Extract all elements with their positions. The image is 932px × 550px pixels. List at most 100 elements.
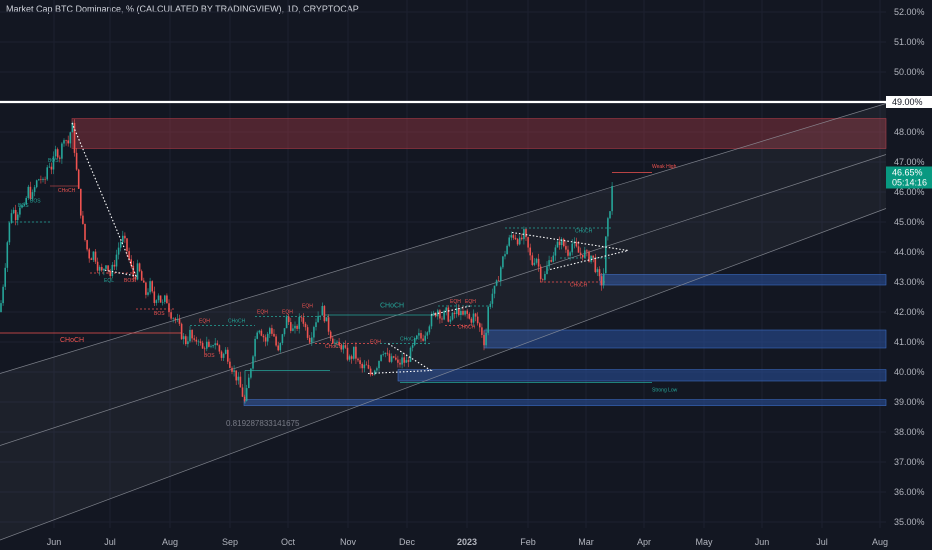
candle-body <box>23 204 25 206</box>
candle-body <box>481 327 483 335</box>
candle-body <box>107 265 109 271</box>
candle-body <box>27 186 30 198</box>
x-tick-label: Aug <box>162 537 178 547</box>
candle-body <box>115 254 118 267</box>
candle-body <box>359 360 361 365</box>
y-tick-label: 48.00% <box>894 127 925 137</box>
candle-body <box>464 310 466 315</box>
candle-body <box>325 317 328 322</box>
annotation-label: EQL <box>104 278 114 284</box>
candle-body <box>174 318 177 321</box>
y-tick-label: 42.00% <box>894 307 925 317</box>
annotation-label: CHoCH <box>325 344 343 350</box>
candle-body <box>159 295 162 303</box>
candle-body <box>90 258 93 260</box>
candle-body <box>63 140 65 144</box>
x-tick-label: Sep <box>222 537 238 547</box>
candle-body <box>136 263 139 280</box>
candle-body <box>75 152 78 170</box>
candle-body <box>577 246 580 253</box>
candle-body <box>344 345 347 348</box>
candle-body <box>491 293 494 304</box>
x-tick-label: Mar <box>578 537 594 547</box>
candle-body <box>495 280 498 286</box>
candle-body <box>382 354 384 355</box>
candle-body <box>132 265 135 277</box>
x-tick-label: Jul <box>816 537 828 547</box>
trend-channel <box>0 103 887 541</box>
candle-body <box>592 255 594 258</box>
candle-body <box>185 336 187 345</box>
candle-body <box>428 326 431 333</box>
x-tick-label: 2023 <box>457 537 477 547</box>
level-label: 49.00% <box>892 97 923 107</box>
candle-body <box>537 258 540 267</box>
x-tick-label: Jun <box>755 537 770 547</box>
candle-body <box>182 336 185 340</box>
candle-body <box>315 322 317 328</box>
candle-body <box>109 270 111 277</box>
candle-body <box>243 396 246 401</box>
candle-body <box>493 285 496 294</box>
candle-body <box>170 312 172 319</box>
candle-body <box>19 207 21 215</box>
annotations-layer: CHoCH CHoCH CHoCH CHoCH CHoCH CHoCH CHoCH CHoCH… <box>18 158 678 428</box>
candle-body <box>38 179 40 181</box>
candle-body <box>497 280 500 281</box>
countdown-label: 05:14:16 <box>892 178 927 188</box>
candle-body <box>21 205 23 208</box>
candle-body <box>535 258 538 263</box>
candle-body <box>437 310 439 317</box>
candle-body <box>451 312 454 320</box>
y-tick-label: 44.00% <box>894 247 925 257</box>
candle-body <box>602 273 605 286</box>
y-tick-label: 45.00% <box>894 217 925 227</box>
channel-fill <box>0 103 886 540</box>
candle-body <box>336 341 338 343</box>
annotation-label: EQH <box>370 340 381 346</box>
candle-body <box>449 319 452 322</box>
candle-body <box>29 186 32 199</box>
candle-body <box>4 267 6 287</box>
annotation-label: BOS <box>48 158 59 164</box>
y-tick-label: 37.00% <box>894 457 925 467</box>
annotation-label: CHoCH <box>570 283 588 289</box>
candle-body <box>248 377 250 389</box>
candle-body <box>178 319 181 324</box>
candle-body <box>563 239 565 247</box>
candle-body <box>560 239 563 246</box>
candle-body <box>149 281 151 293</box>
zones-layer <box>71 118 887 406</box>
candle-body <box>611 186 613 212</box>
candle-body <box>98 267 101 271</box>
candle-body <box>164 295 166 302</box>
candle-body <box>411 345 414 348</box>
candle-body <box>432 312 435 315</box>
candle-body <box>378 360 380 369</box>
candle-body <box>256 332 258 339</box>
candle-body <box>241 387 244 397</box>
y-tick-label: 51.00% <box>894 37 925 47</box>
candle-body <box>52 156 55 170</box>
candle-body <box>126 238 128 252</box>
candle-body <box>88 249 90 259</box>
candle-body <box>229 361 231 368</box>
candle-body <box>130 259 132 266</box>
candle-body <box>296 325 298 329</box>
candle-body <box>542 279 544 280</box>
candle-body <box>506 245 508 255</box>
candle-body <box>71 123 74 133</box>
annotation-label: EQH <box>282 310 293 316</box>
candle-body <box>567 249 569 256</box>
candle-body <box>220 351 223 358</box>
candle-body <box>363 364 366 369</box>
x-tick-label: Aug <box>872 537 888 547</box>
candle-body <box>443 310 445 320</box>
candle-body <box>46 167 48 180</box>
candle-body <box>10 213 13 223</box>
candle-body <box>514 237 517 240</box>
candle-body <box>103 268 105 271</box>
demand-zone <box>397 369 887 382</box>
x-tick-label: Oct <box>281 537 296 547</box>
